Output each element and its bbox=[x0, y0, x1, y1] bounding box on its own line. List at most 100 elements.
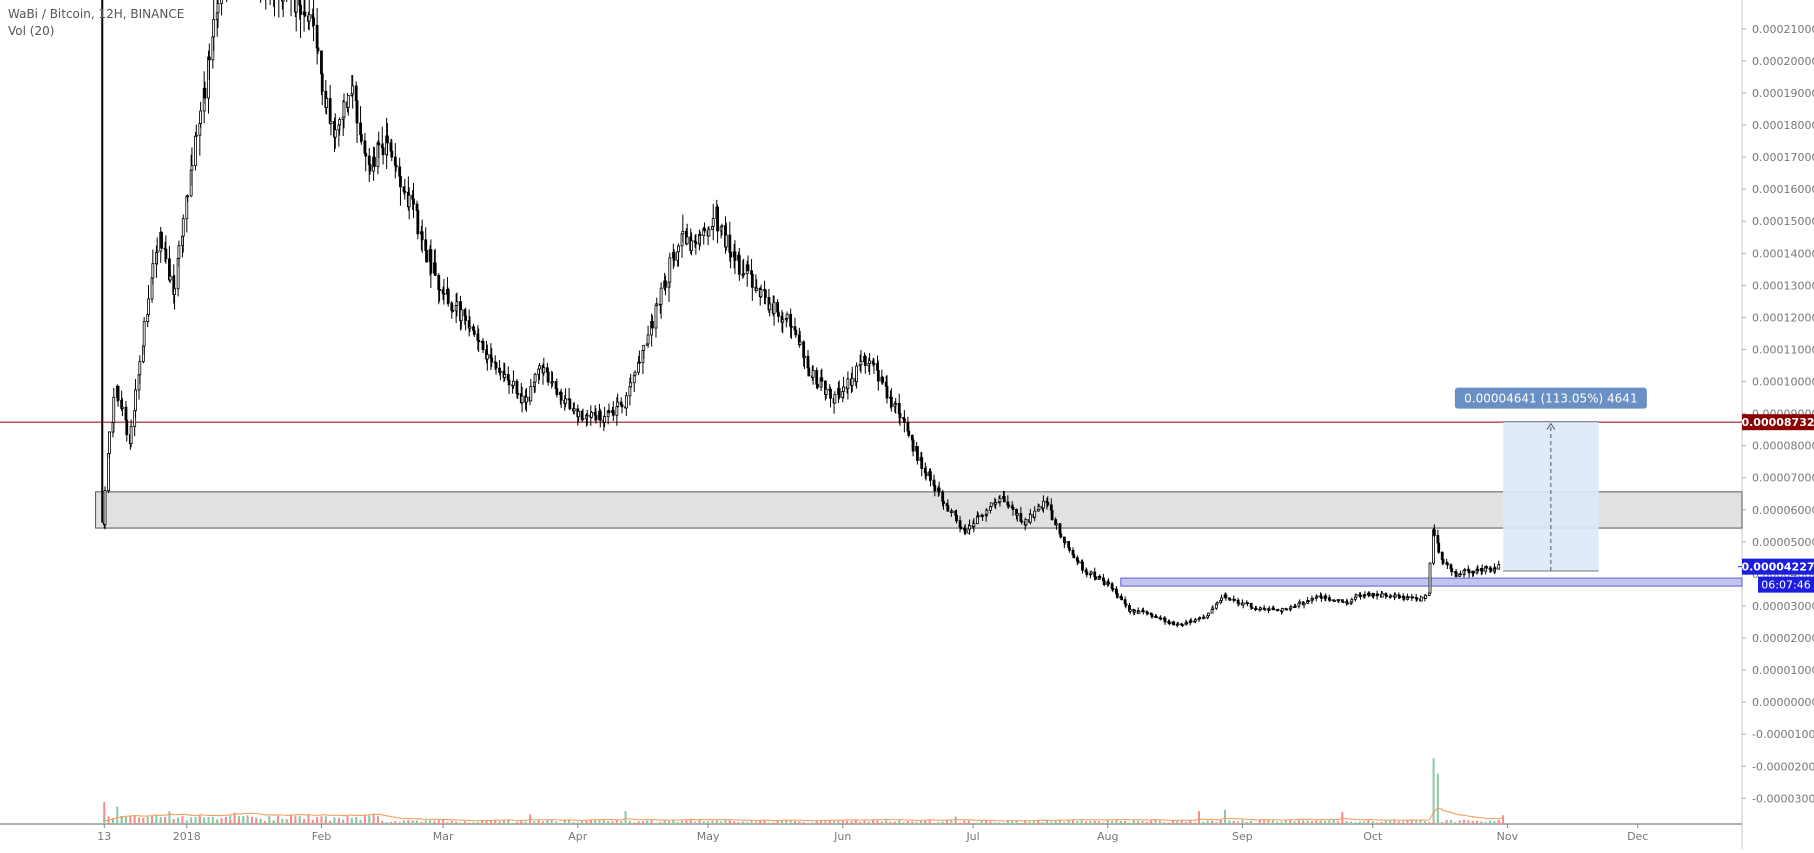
volume-bar bbox=[672, 820, 675, 824]
volume-bar bbox=[1428, 823, 1431, 824]
candle-body bbox=[433, 262, 437, 276]
candle-body bbox=[1189, 620, 1193, 623]
candle-body bbox=[173, 288, 176, 295]
candle-body bbox=[1115, 593, 1119, 598]
candle-body bbox=[785, 313, 789, 319]
candle-body bbox=[472, 330, 476, 335]
volume-bar bbox=[290, 817, 293, 824]
candle-body bbox=[685, 236, 689, 245]
candle-body bbox=[916, 446, 919, 461]
candle-body bbox=[1493, 567, 1497, 570]
candle-body bbox=[1020, 520, 1024, 523]
volume-bar bbox=[1402, 823, 1405, 824]
candle-body bbox=[342, 101, 346, 118]
candle-body bbox=[1068, 547, 1071, 551]
candle-body bbox=[477, 339, 481, 343]
volume-bar bbox=[676, 821, 679, 824]
volume-bar bbox=[772, 822, 775, 824]
volume-bar bbox=[376, 816, 379, 824]
candle-body bbox=[1389, 595, 1393, 598]
volume-bar bbox=[333, 817, 336, 824]
volume-bar bbox=[489, 820, 492, 824]
candle-body bbox=[924, 472, 928, 477]
volume-bar bbox=[355, 816, 358, 824]
volume-bar bbox=[850, 822, 853, 824]
volume-bar bbox=[294, 816, 297, 824]
candle-body bbox=[998, 498, 1002, 503]
candle-body bbox=[1350, 598, 1354, 603]
candle-body bbox=[1046, 501, 1050, 506]
candle-body bbox=[329, 120, 333, 124]
candle-body bbox=[394, 164, 398, 168]
time-axis-label: Dec bbox=[1627, 830, 1648, 843]
candle-body bbox=[655, 303, 659, 306]
time-axis-label: Sep bbox=[1232, 830, 1253, 843]
candle-body bbox=[1315, 595, 1319, 598]
volume-bar bbox=[850, 821, 853, 824]
candle-body bbox=[668, 257, 672, 283]
candle-body bbox=[1411, 596, 1415, 599]
volume-bar bbox=[485, 820, 488, 824]
price-axis-label: -0.00003000 bbox=[1752, 792, 1814, 805]
volume-bar bbox=[654, 822, 657, 824]
volume-bar bbox=[793, 822, 796, 824]
volume-bar bbox=[1058, 820, 1061, 824]
candle-body bbox=[216, 3, 220, 14]
candle-body bbox=[790, 325, 793, 328]
price-axis-label: 0.00011000 bbox=[1752, 343, 1814, 356]
volume-bar bbox=[389, 822, 392, 824]
candle-body bbox=[1181, 624, 1184, 627]
candle-body bbox=[516, 393, 520, 395]
price-axis-label: 0.00017000 bbox=[1752, 151, 1814, 164]
volume-bar bbox=[1032, 821, 1035, 824]
price-axis-label: 0.00020000 bbox=[1752, 55, 1814, 68]
candle-body bbox=[963, 528, 967, 534]
volume-bar bbox=[1197, 811, 1200, 824]
candle-body bbox=[807, 367, 811, 377]
volume-moving-average bbox=[103, 805, 1504, 822]
price-axis-label: 0.00014000 bbox=[1752, 247, 1814, 260]
volume-bar bbox=[1176, 820, 1179, 824]
volume-bar bbox=[455, 821, 458, 824]
candle-body bbox=[1406, 596, 1410, 599]
candle-body bbox=[1346, 602, 1349, 605]
candle-body bbox=[646, 334, 650, 345]
candle-body bbox=[194, 134, 198, 137]
candle-body bbox=[1450, 568, 1454, 573]
candle-body bbox=[1489, 568, 1493, 572]
volume-bar bbox=[646, 820, 649, 824]
time-axis-label: Nov bbox=[1497, 830, 1519, 843]
candle-body bbox=[898, 413, 902, 419]
candle-body bbox=[1311, 597, 1315, 600]
candle-body bbox=[672, 252, 676, 261]
price-axis-label: 0.00012000 bbox=[1752, 311, 1814, 324]
candle-body bbox=[359, 134, 363, 142]
candle-body bbox=[564, 398, 567, 404]
candle-body bbox=[607, 410, 611, 413]
candle-body bbox=[777, 311, 780, 317]
candle-body bbox=[147, 298, 150, 316]
volume-bar bbox=[615, 819, 618, 824]
volume-bar bbox=[702, 821, 705, 824]
volume-bar bbox=[1167, 822, 1170, 824]
volume-bar bbox=[1124, 821, 1127, 824]
volume-bar bbox=[1072, 820, 1075, 824]
volume-bar bbox=[233, 816, 236, 824]
volume-bar bbox=[1315, 820, 1318, 824]
candle-body bbox=[168, 275, 172, 281]
candle-body bbox=[1398, 595, 1402, 598]
candle-body bbox=[711, 218, 715, 227]
volume-bar bbox=[1306, 820, 1309, 824]
candle-body bbox=[407, 194, 411, 208]
volume-bar bbox=[403, 820, 406, 824]
candle-body bbox=[1050, 509, 1054, 520]
candle-body bbox=[781, 319, 785, 323]
time-axis-label: Apr bbox=[568, 830, 588, 843]
volume-bar bbox=[568, 820, 571, 824]
candle-body bbox=[363, 140, 367, 154]
volume-bar bbox=[437, 819, 440, 824]
candle-body bbox=[768, 303, 772, 311]
candle-body bbox=[1289, 606, 1293, 609]
